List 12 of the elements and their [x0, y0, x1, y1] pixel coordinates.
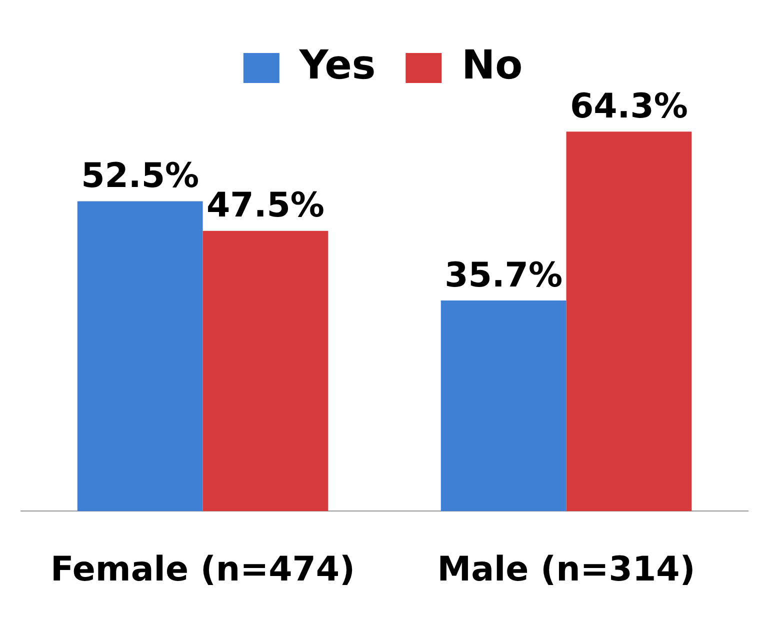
x-tick-label: Male (n=314) — [437, 549, 696, 590]
data-label: 64.3% — [570, 86, 688, 126]
bar — [202, 230, 328, 512]
legend-label: Yes — [298, 42, 376, 88]
data-label: 35.7% — [444, 255, 563, 296]
bar — [77, 201, 203, 512]
legend-label: No — [462, 42, 523, 88]
data-label: 52.5% — [81, 156, 200, 196]
bar — [566, 132, 692, 512]
data-label: 47.5% — [206, 186, 324, 226]
bar — [440, 300, 566, 512]
x-tick-label: Female (n=474) — [50, 549, 356, 590]
